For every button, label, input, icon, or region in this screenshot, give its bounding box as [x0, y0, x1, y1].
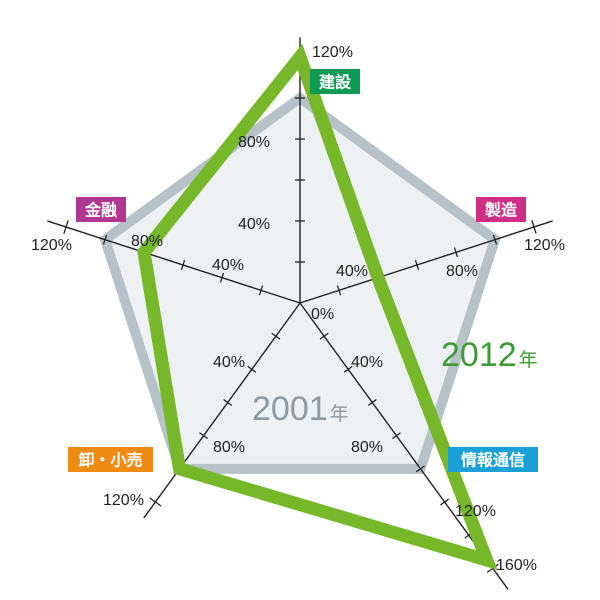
tick-label: 40%	[212, 257, 244, 274]
axis-tick	[391, 432, 401, 440]
tick-label: 80%	[238, 134, 270, 151]
axis-tick	[531, 220, 537, 234]
axis-line-5	[47, 220, 301, 304]
axis-tick	[180, 260, 186, 270]
tick-label: 80%	[351, 439, 383, 456]
axis-tick	[149, 497, 162, 507]
series-2012-polygon	[137, 43, 498, 571]
axis-line-4	[143, 302, 301, 519]
category-label-kinyu: 金融	[84, 201, 117, 220]
axis-tick	[258, 285, 264, 296]
axis-tick	[414, 260, 420, 270]
category-label-seizo: 製造	[484, 201, 518, 220]
axis-tick	[63, 220, 69, 234]
tick-label: 80%	[446, 263, 478, 280]
tick-label: 120%	[455, 503, 496, 520]
tick-label: 80%	[131, 233, 163, 250]
axis-tick	[367, 399, 377, 406]
axis-tick	[319, 332, 329, 340]
category-label-oroshi-kouri: 卸・小売	[78, 451, 142, 470]
axis-tick	[199, 432, 209, 440]
category-badge-kensetsu	[310, 69, 360, 94]
tick-label: 120%	[312, 44, 353, 61]
tick-label: 120%	[31, 237, 72, 254]
tick-label: 40%	[336, 263, 368, 280]
labels-group: 0% 40% 80% 120% 40% 80% 120% 40% 80% 120% 160% 40% 8…	[31, 44, 565, 574]
axis-tick	[271, 332, 281, 340]
category-badge-joho-tsushin	[448, 447, 538, 472]
tick-label: 120%	[524, 237, 565, 254]
category-badge-oroshi-kouri	[68, 447, 153, 472]
series-2012-label: 2012 年	[441, 336, 538, 374]
axis-tick	[453, 247, 459, 258]
axis-tick	[492, 234, 498, 245]
axis-tick	[219, 272, 225, 283]
tick-label: 120%	[103, 492, 144, 509]
category-badge-kinyu	[76, 197, 126, 222]
axis-tick	[416, 465, 425, 473]
tick-label: 80%	[213, 439, 245, 456]
axis-tick	[223, 399, 233, 406]
series-2001-label: 2001 年	[252, 390, 349, 428]
axis-tick	[440, 498, 450, 506]
axis-tick	[336, 285, 342, 296]
tick-label: 40%	[351, 354, 383, 371]
tick-label: 40%	[238, 216, 270, 233]
axis-tick	[343, 365, 353, 373]
tick-label: 160%	[496, 557, 537, 574]
tick-label: 0%	[311, 306, 334, 323]
category-label-joho-tsushin: 情報通信	[461, 451, 525, 470]
category-badge-seizo	[476, 197, 526, 222]
axis-tick	[102, 234, 108, 245]
tick-label: 40%	[213, 354, 245, 371]
category-label-kensetsu: 建設	[319, 73, 352, 92]
axis-line-2	[299, 220, 553, 304]
axis-tick	[247, 365, 257, 373]
